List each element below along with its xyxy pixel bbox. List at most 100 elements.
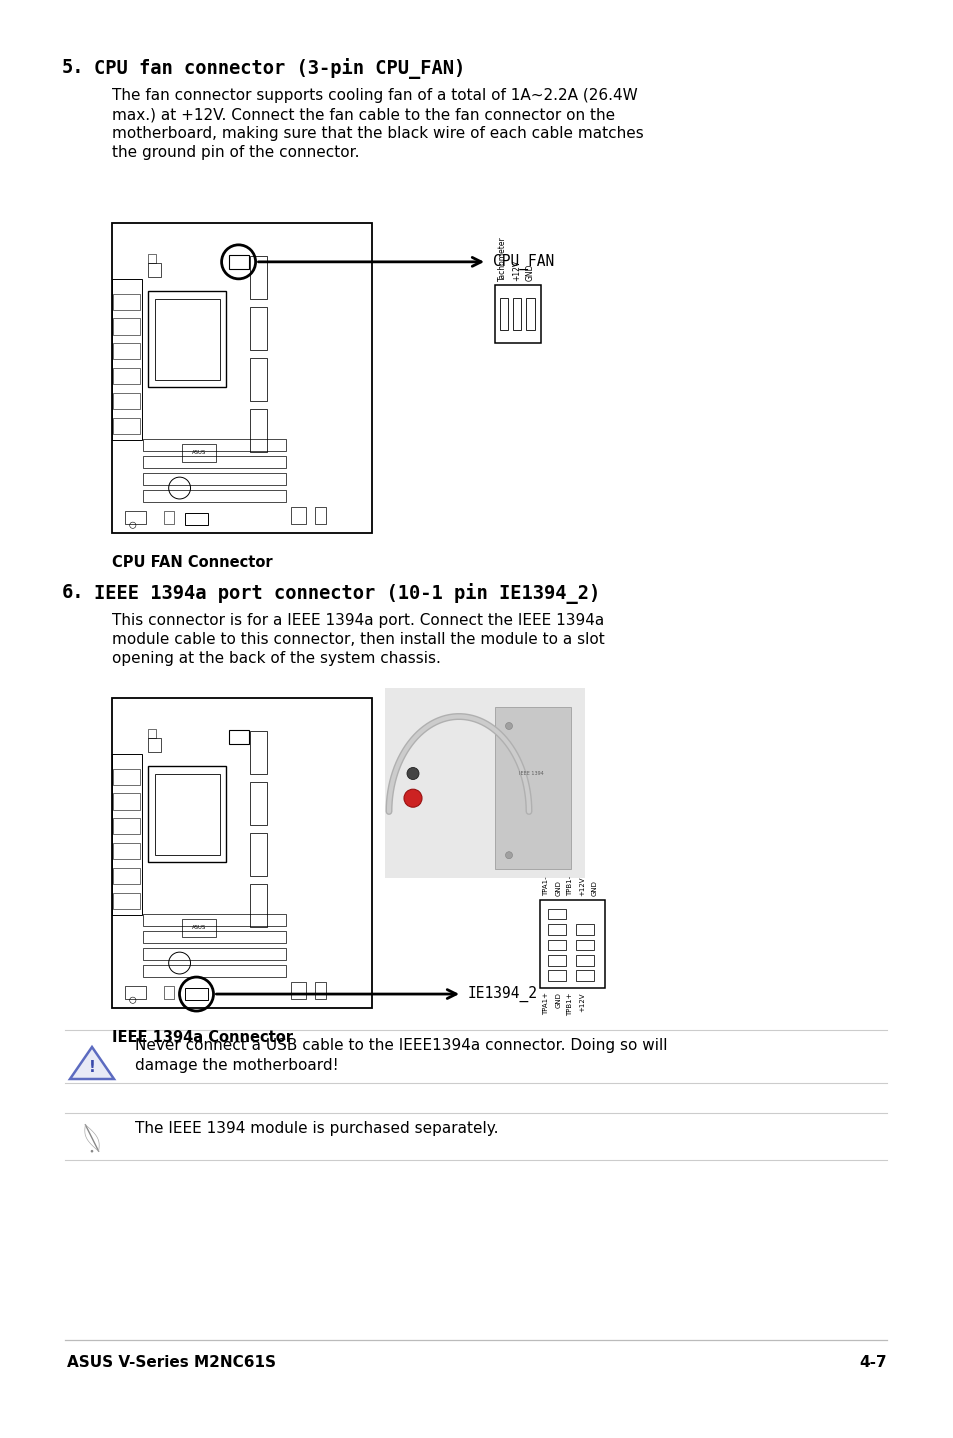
Bar bbox=[113, 843, 140, 858]
Bar bbox=[547, 925, 565, 935]
Text: +12V: +12V bbox=[579, 877, 585, 896]
Bar bbox=[250, 731, 267, 774]
Bar bbox=[513, 298, 520, 331]
Text: CPU fan connector (3-pin CPU_FAN): CPU fan connector (3-pin CPU_FAN) bbox=[94, 58, 465, 79]
Text: Tachometer: Tachometer bbox=[497, 236, 507, 280]
Bar bbox=[113, 344, 140, 360]
Text: IEEE 1394a Connector: IEEE 1394a Connector bbox=[112, 1030, 293, 1045]
Text: TPB1-: TPB1- bbox=[567, 876, 573, 896]
Text: GND: GND bbox=[555, 992, 561, 1008]
Bar bbox=[112, 279, 142, 440]
Text: ASUS: ASUS bbox=[192, 450, 206, 456]
Bar bbox=[291, 982, 305, 999]
Bar bbox=[576, 939, 594, 951]
Bar bbox=[576, 971, 594, 981]
Text: ASUS V-Series M2NC61S: ASUS V-Series M2NC61S bbox=[67, 1355, 275, 1370]
Text: CPU_FAN: CPU_FAN bbox=[493, 253, 554, 270]
Text: TPA1-: TPA1- bbox=[543, 876, 549, 896]
Bar bbox=[250, 408, 267, 453]
Bar bbox=[250, 256, 267, 299]
Bar bbox=[143, 932, 286, 943]
Bar bbox=[314, 982, 326, 999]
Text: CPU FAN Connector: CPU FAN Connector bbox=[112, 555, 273, 569]
Bar bbox=[143, 915, 286, 926]
Bar bbox=[143, 439, 286, 452]
Bar bbox=[164, 986, 174, 999]
Bar bbox=[149, 292, 226, 387]
Bar bbox=[143, 456, 286, 467]
Bar bbox=[185, 988, 208, 1001]
Bar bbox=[291, 506, 305, 523]
Bar bbox=[250, 306, 267, 349]
Bar bbox=[182, 919, 215, 936]
Bar bbox=[125, 512, 146, 523]
Text: motherboard, making sure that the black wire of each cable matches: motherboard, making sure that the black … bbox=[112, 127, 643, 141]
Bar bbox=[149, 738, 161, 752]
Bar bbox=[182, 444, 215, 462]
Circle shape bbox=[91, 1150, 93, 1152]
Bar bbox=[112, 754, 142, 915]
Bar bbox=[499, 298, 507, 331]
Bar bbox=[495, 707, 571, 869]
Bar bbox=[113, 293, 140, 309]
Bar bbox=[526, 298, 534, 331]
Bar bbox=[250, 782, 267, 825]
Bar bbox=[547, 909, 565, 919]
Bar bbox=[547, 939, 565, 951]
Bar bbox=[113, 417, 140, 434]
Bar bbox=[154, 299, 220, 380]
Circle shape bbox=[403, 789, 421, 807]
Circle shape bbox=[407, 768, 418, 779]
Bar bbox=[539, 900, 604, 988]
Bar bbox=[495, 285, 540, 344]
Text: 5.: 5. bbox=[62, 58, 85, 78]
Bar bbox=[113, 368, 140, 384]
Text: +12V: +12V bbox=[512, 260, 520, 280]
Bar bbox=[164, 512, 174, 523]
Text: IEEE 1394a port connector (10-1 pin IE1394_2): IEEE 1394a port connector (10-1 pin IE13… bbox=[94, 582, 599, 604]
Text: IEEE 1394: IEEE 1394 bbox=[518, 771, 543, 777]
Bar bbox=[547, 955, 565, 965]
Bar bbox=[112, 223, 372, 533]
Text: ASUS: ASUS bbox=[192, 925, 206, 930]
Text: +12V: +12V bbox=[579, 992, 585, 1011]
Text: The IEEE 1394 module is purchased separately.: The IEEE 1394 module is purchased separa… bbox=[135, 1122, 498, 1136]
Bar bbox=[250, 358, 267, 401]
Text: 4-7: 4-7 bbox=[859, 1355, 886, 1370]
Bar bbox=[229, 255, 249, 269]
Bar bbox=[149, 263, 161, 278]
Bar bbox=[113, 393, 140, 408]
Text: opening at the back of the system chassis.: opening at the back of the system chassi… bbox=[112, 651, 440, 666]
Bar bbox=[113, 893, 140, 909]
Text: module cable to this connector, then install the module to a slot: module cable to this connector, then ins… bbox=[112, 631, 604, 647]
Bar bbox=[112, 697, 372, 1008]
Bar bbox=[125, 986, 146, 999]
Text: TPA1+: TPA1+ bbox=[543, 992, 549, 1015]
Text: damage the motherboard!: damage the motherboard! bbox=[135, 1058, 338, 1073]
Text: max.) at +12V. Connect the fan cable to the fan connector on the: max.) at +12V. Connect the fan cable to … bbox=[112, 106, 615, 122]
Bar bbox=[149, 729, 156, 738]
Bar bbox=[143, 490, 286, 502]
Bar bbox=[547, 971, 565, 981]
Bar bbox=[113, 794, 140, 810]
Circle shape bbox=[505, 722, 512, 729]
Text: TPB1+: TPB1+ bbox=[567, 992, 573, 1015]
Bar bbox=[154, 774, 220, 854]
Text: the ground pin of the connector.: the ground pin of the connector. bbox=[112, 145, 359, 160]
Text: IE1394_2: IE1394_2 bbox=[468, 986, 537, 1002]
Bar bbox=[113, 869, 140, 884]
Bar bbox=[229, 731, 249, 743]
Bar bbox=[143, 965, 286, 976]
Circle shape bbox=[505, 851, 512, 858]
Text: !: ! bbox=[89, 1060, 95, 1074]
Bar bbox=[149, 766, 226, 863]
Bar bbox=[250, 884, 267, 928]
Bar bbox=[576, 925, 594, 935]
Bar bbox=[113, 769, 140, 785]
Text: GND: GND bbox=[591, 880, 597, 896]
Text: GND: GND bbox=[555, 880, 561, 896]
Text: GND: GND bbox=[525, 263, 535, 280]
Bar bbox=[314, 506, 326, 523]
Text: The fan connector supports cooling fan of a total of 1A~2.2A (26.4W: The fan connector supports cooling fan o… bbox=[112, 88, 638, 104]
Bar bbox=[113, 818, 140, 834]
